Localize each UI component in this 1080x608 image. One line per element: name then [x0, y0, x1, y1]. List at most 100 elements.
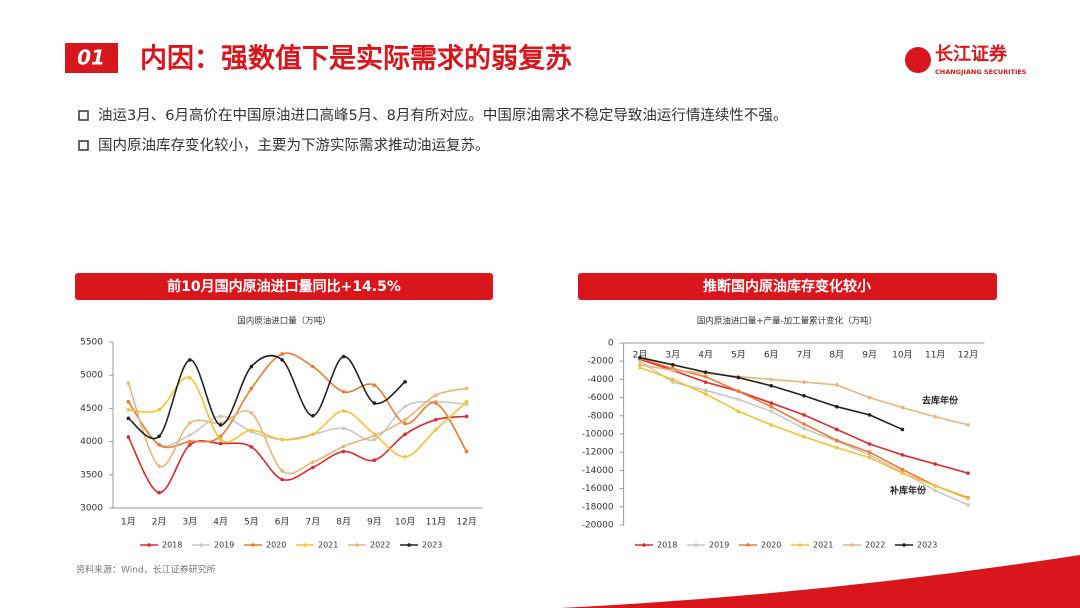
series-point — [900, 453, 905, 457]
footer-swoosh — [560, 555, 1080, 608]
series-point — [434, 393, 438, 397]
series-point — [867, 413, 872, 417]
series-point — [736, 389, 741, 394]
series-point — [671, 377, 675, 382]
series-point — [671, 363, 675, 367]
y-tick-label: 0 — [608, 339, 614, 349]
series-point — [157, 490, 161, 495]
y-tick-label: -8000 — [587, 411, 613, 421]
series-point — [802, 380, 806, 384]
legend-label: 2023 — [422, 541, 442, 550]
y-tick-label: 4000 — [80, 437, 103, 447]
series-point — [341, 426, 346, 431]
series-point — [802, 426, 806, 431]
series-point — [280, 477, 284, 482]
series-point — [867, 450, 872, 455]
series-point — [249, 411, 254, 415]
series-point — [341, 354, 346, 359]
series-point — [188, 421, 192, 425]
legend-dot — [746, 543, 750, 547]
series-point — [966, 503, 970, 507]
legend-dot — [902, 543, 906, 547]
series-point — [703, 370, 708, 374]
legend-label: 2020 — [266, 541, 286, 550]
series-point — [372, 437, 377, 442]
series-point — [311, 460, 315, 464]
legend-label: 2021 — [813, 541, 833, 550]
series-point — [188, 443, 192, 447]
chart-banner — [75, 273, 493, 300]
series-point — [933, 488, 937, 493]
series-line — [127, 352, 468, 452]
x-tick-label: 5月 — [244, 517, 259, 528]
series-point — [900, 427, 905, 432]
series-point — [188, 439, 192, 444]
y-tick-label: -4000 — [587, 375, 613, 385]
series-point — [802, 422, 806, 426]
series-point — [638, 355, 642, 360]
annotation: 去库年份 — [922, 395, 959, 407]
logo-mark — [905, 47, 931, 73]
series-point — [218, 437, 223, 442]
series-point — [403, 421, 407, 426]
series-point — [218, 434, 223, 439]
legend-label: 2018 — [657, 541, 677, 550]
series-point — [671, 368, 675, 373]
x-tick-label: 11月 — [426, 517, 446, 528]
series-point — [736, 397, 741, 402]
series-point — [249, 364, 254, 369]
series-point — [867, 453, 872, 457]
legend-label: 2022 — [865, 541, 885, 550]
legend-dot — [407, 543, 411, 547]
x-tick-label: 10月 — [892, 350, 912, 361]
series-point — [835, 404, 839, 409]
legend-label: 2022 — [370, 541, 390, 550]
series-point — [403, 417, 407, 422]
series-point — [638, 359, 642, 364]
y-tick-label: -10000 — [582, 430, 614, 440]
series-line — [127, 354, 406, 440]
y-tick-label: -18000 — [582, 502, 614, 512]
series-point — [372, 401, 377, 405]
series-point — [403, 380, 407, 384]
x-tick-label: 11月 — [925, 350, 945, 361]
x-tick-label: 2月 — [633, 350, 648, 361]
series-point — [736, 409, 741, 414]
series-point — [249, 445, 254, 449]
legend-label: 2019 — [709, 541, 729, 550]
x-tick-label: 3月 — [183, 517, 198, 528]
series-point — [900, 471, 905, 475]
series-point — [157, 443, 161, 447]
series-point — [966, 423, 970, 427]
series-point — [703, 380, 708, 384]
series-point — [157, 434, 161, 439]
y-tick-label: -14000 — [582, 466, 614, 476]
x-tick-label: 6月 — [275, 517, 290, 528]
series-point — [403, 432, 407, 437]
series-point — [126, 399, 131, 404]
chart-title: 国内原油进口量+产量-加工量累计变化（万吨） — [697, 316, 877, 327]
series-point — [434, 427, 438, 432]
chart-title: 国内原油进口量（万吨） — [237, 316, 331, 327]
legend-label: 2020 — [761, 541, 781, 550]
x-tick-label: 1月 — [121, 517, 136, 528]
series-point — [769, 377, 773, 382]
series-point — [341, 390, 346, 394]
chart-banner — [578, 273, 997, 300]
series-point — [638, 363, 642, 367]
series-point — [341, 409, 346, 413]
banner-text: 推断国内原油库存变化较小 — [703, 278, 871, 295]
y-tick-label: -6000 — [587, 393, 613, 403]
series-point — [341, 449, 346, 454]
bullet-text: 国内原油库存变化较小，主要为下游实际需求推动油运复苏。 — [98, 136, 490, 154]
x-tick-label: 12月 — [958, 350, 978, 361]
series-point — [703, 388, 708, 393]
series-point — [464, 449, 469, 454]
series-point — [157, 464, 161, 468]
legend-dot — [355, 543, 359, 547]
legend-label: 2019 — [214, 541, 234, 550]
legend-dot — [199, 543, 203, 547]
series-point — [703, 374, 708, 379]
x-tick-label: 4月 — [213, 517, 228, 528]
